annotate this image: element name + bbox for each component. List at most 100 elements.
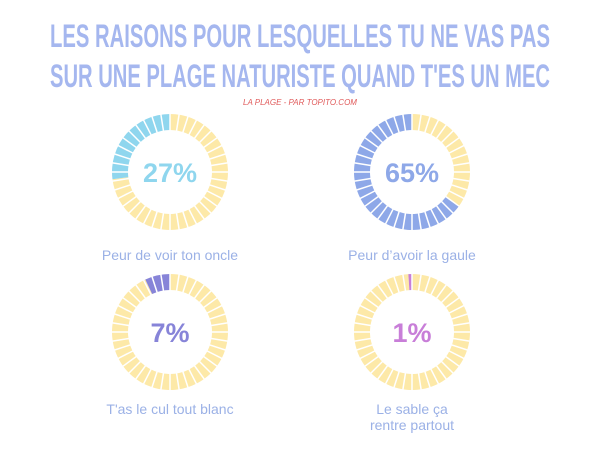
segment-gap <box>353 322 372 327</box>
segment-gap <box>369 129 384 144</box>
segment-gap <box>127 200 142 215</box>
segment-gap <box>210 337 229 342</box>
segment-gap <box>187 208 198 225</box>
category-label: Peur de voir ton oncle <box>101 247 239 263</box>
category-label: Le sable ça rentre partout <box>369 401 455 433</box>
segment-gap <box>376 283 389 300</box>
segment-gap <box>175 372 180 391</box>
segment-gap <box>142 119 153 136</box>
segment-gap <box>134 364 147 381</box>
segment-gap <box>202 136 219 149</box>
segment-gap <box>363 136 380 149</box>
segment-gap <box>202 355 219 368</box>
segment-gap <box>450 313 469 321</box>
percent-label: 27% <box>143 158 197 188</box>
donut-track <box>412 114 470 207</box>
segment-gap <box>417 273 422 292</box>
segment-gap <box>111 177 130 182</box>
segment-gap <box>423 210 431 229</box>
segment-gap <box>111 322 130 327</box>
segment-gap <box>193 364 206 381</box>
segment-gap <box>429 279 440 296</box>
segment-gap <box>127 360 142 375</box>
segment-gap <box>440 360 455 375</box>
segment-gap <box>181 115 189 134</box>
segment-gap <box>355 343 374 351</box>
segment-gap <box>113 153 132 161</box>
segment-gap <box>363 296 380 309</box>
segment-gap <box>175 273 180 292</box>
segment-gap <box>440 200 455 215</box>
segment-gap <box>369 289 384 304</box>
segment-gap <box>402 372 407 391</box>
segment-gap <box>113 183 132 191</box>
segment-gap <box>160 212 165 231</box>
segment-gap <box>429 119 440 136</box>
segment-gap <box>429 208 440 225</box>
category-label: Peur d’avoir la gaule <box>348 247 476 263</box>
segment-gap <box>448 304 465 315</box>
segment-gap <box>206 189 223 200</box>
segment-gap <box>175 212 180 231</box>
segment-gap <box>450 183 469 191</box>
segment-gap <box>193 204 206 221</box>
segment-gap <box>393 210 401 229</box>
segment-gap <box>121 355 138 368</box>
segment-gap <box>435 123 448 140</box>
segment-gap <box>117 144 134 155</box>
donut-chart: 7% <box>111 273 229 391</box>
segment-gap <box>160 372 165 391</box>
segment-gap <box>359 349 376 360</box>
segment-gap <box>359 189 376 200</box>
segment-gap <box>198 129 213 144</box>
segment-gap <box>369 360 384 375</box>
segment-gap <box>193 123 206 140</box>
segment-gap <box>393 370 401 389</box>
segment-gap <box>198 200 213 215</box>
segment-gap <box>384 208 395 225</box>
segment-gap <box>355 183 374 191</box>
title-line: SUR UNE PLAGE NATURISTE QUAND T'ES UN ME… <box>50 58 550 94</box>
segment-gap <box>435 364 448 381</box>
segment-gap <box>444 136 461 149</box>
segment-gap <box>113 313 132 321</box>
segment-gap <box>206 144 223 155</box>
category-label: T'as le cul tout blanc <box>106 401 234 417</box>
segment-gap <box>359 304 376 315</box>
segment-gap <box>198 360 213 375</box>
donut-segment <box>111 114 170 180</box>
segment-gap <box>402 113 407 132</box>
segment-gap <box>134 283 147 300</box>
segment-gap <box>452 337 471 342</box>
segment-gap <box>208 153 227 161</box>
segment-gap <box>417 113 422 132</box>
segment-gap <box>117 304 134 315</box>
segment-gap <box>359 144 376 155</box>
segment-gap <box>181 210 189 229</box>
segment-gap <box>353 162 372 167</box>
segment-gap <box>210 162 229 167</box>
segment-gap <box>417 212 422 231</box>
segment-gap <box>384 119 395 136</box>
percent-label: 7% <box>150 318 189 348</box>
segment-gap <box>448 349 465 360</box>
segment-gap <box>384 279 395 296</box>
segment-gap <box>417 372 422 391</box>
segment-gap <box>363 355 380 368</box>
segment-gap <box>435 204 448 221</box>
segment-gap <box>181 370 189 389</box>
segment-gap <box>376 123 389 140</box>
segment-gap <box>353 177 372 182</box>
segment-gap <box>202 296 219 309</box>
segment-gap <box>450 343 469 351</box>
segment-gap <box>452 177 471 182</box>
segment-gap <box>363 195 380 208</box>
segment-gap <box>142 279 153 296</box>
segment-gap <box>429 368 440 385</box>
segment-gap <box>376 204 389 221</box>
segment-gap <box>121 136 138 149</box>
donut-chart: 27% <box>111 113 229 231</box>
donut-chart: 65% <box>353 113 471 231</box>
segment-gap <box>444 355 461 368</box>
segment-gap <box>435 283 448 300</box>
